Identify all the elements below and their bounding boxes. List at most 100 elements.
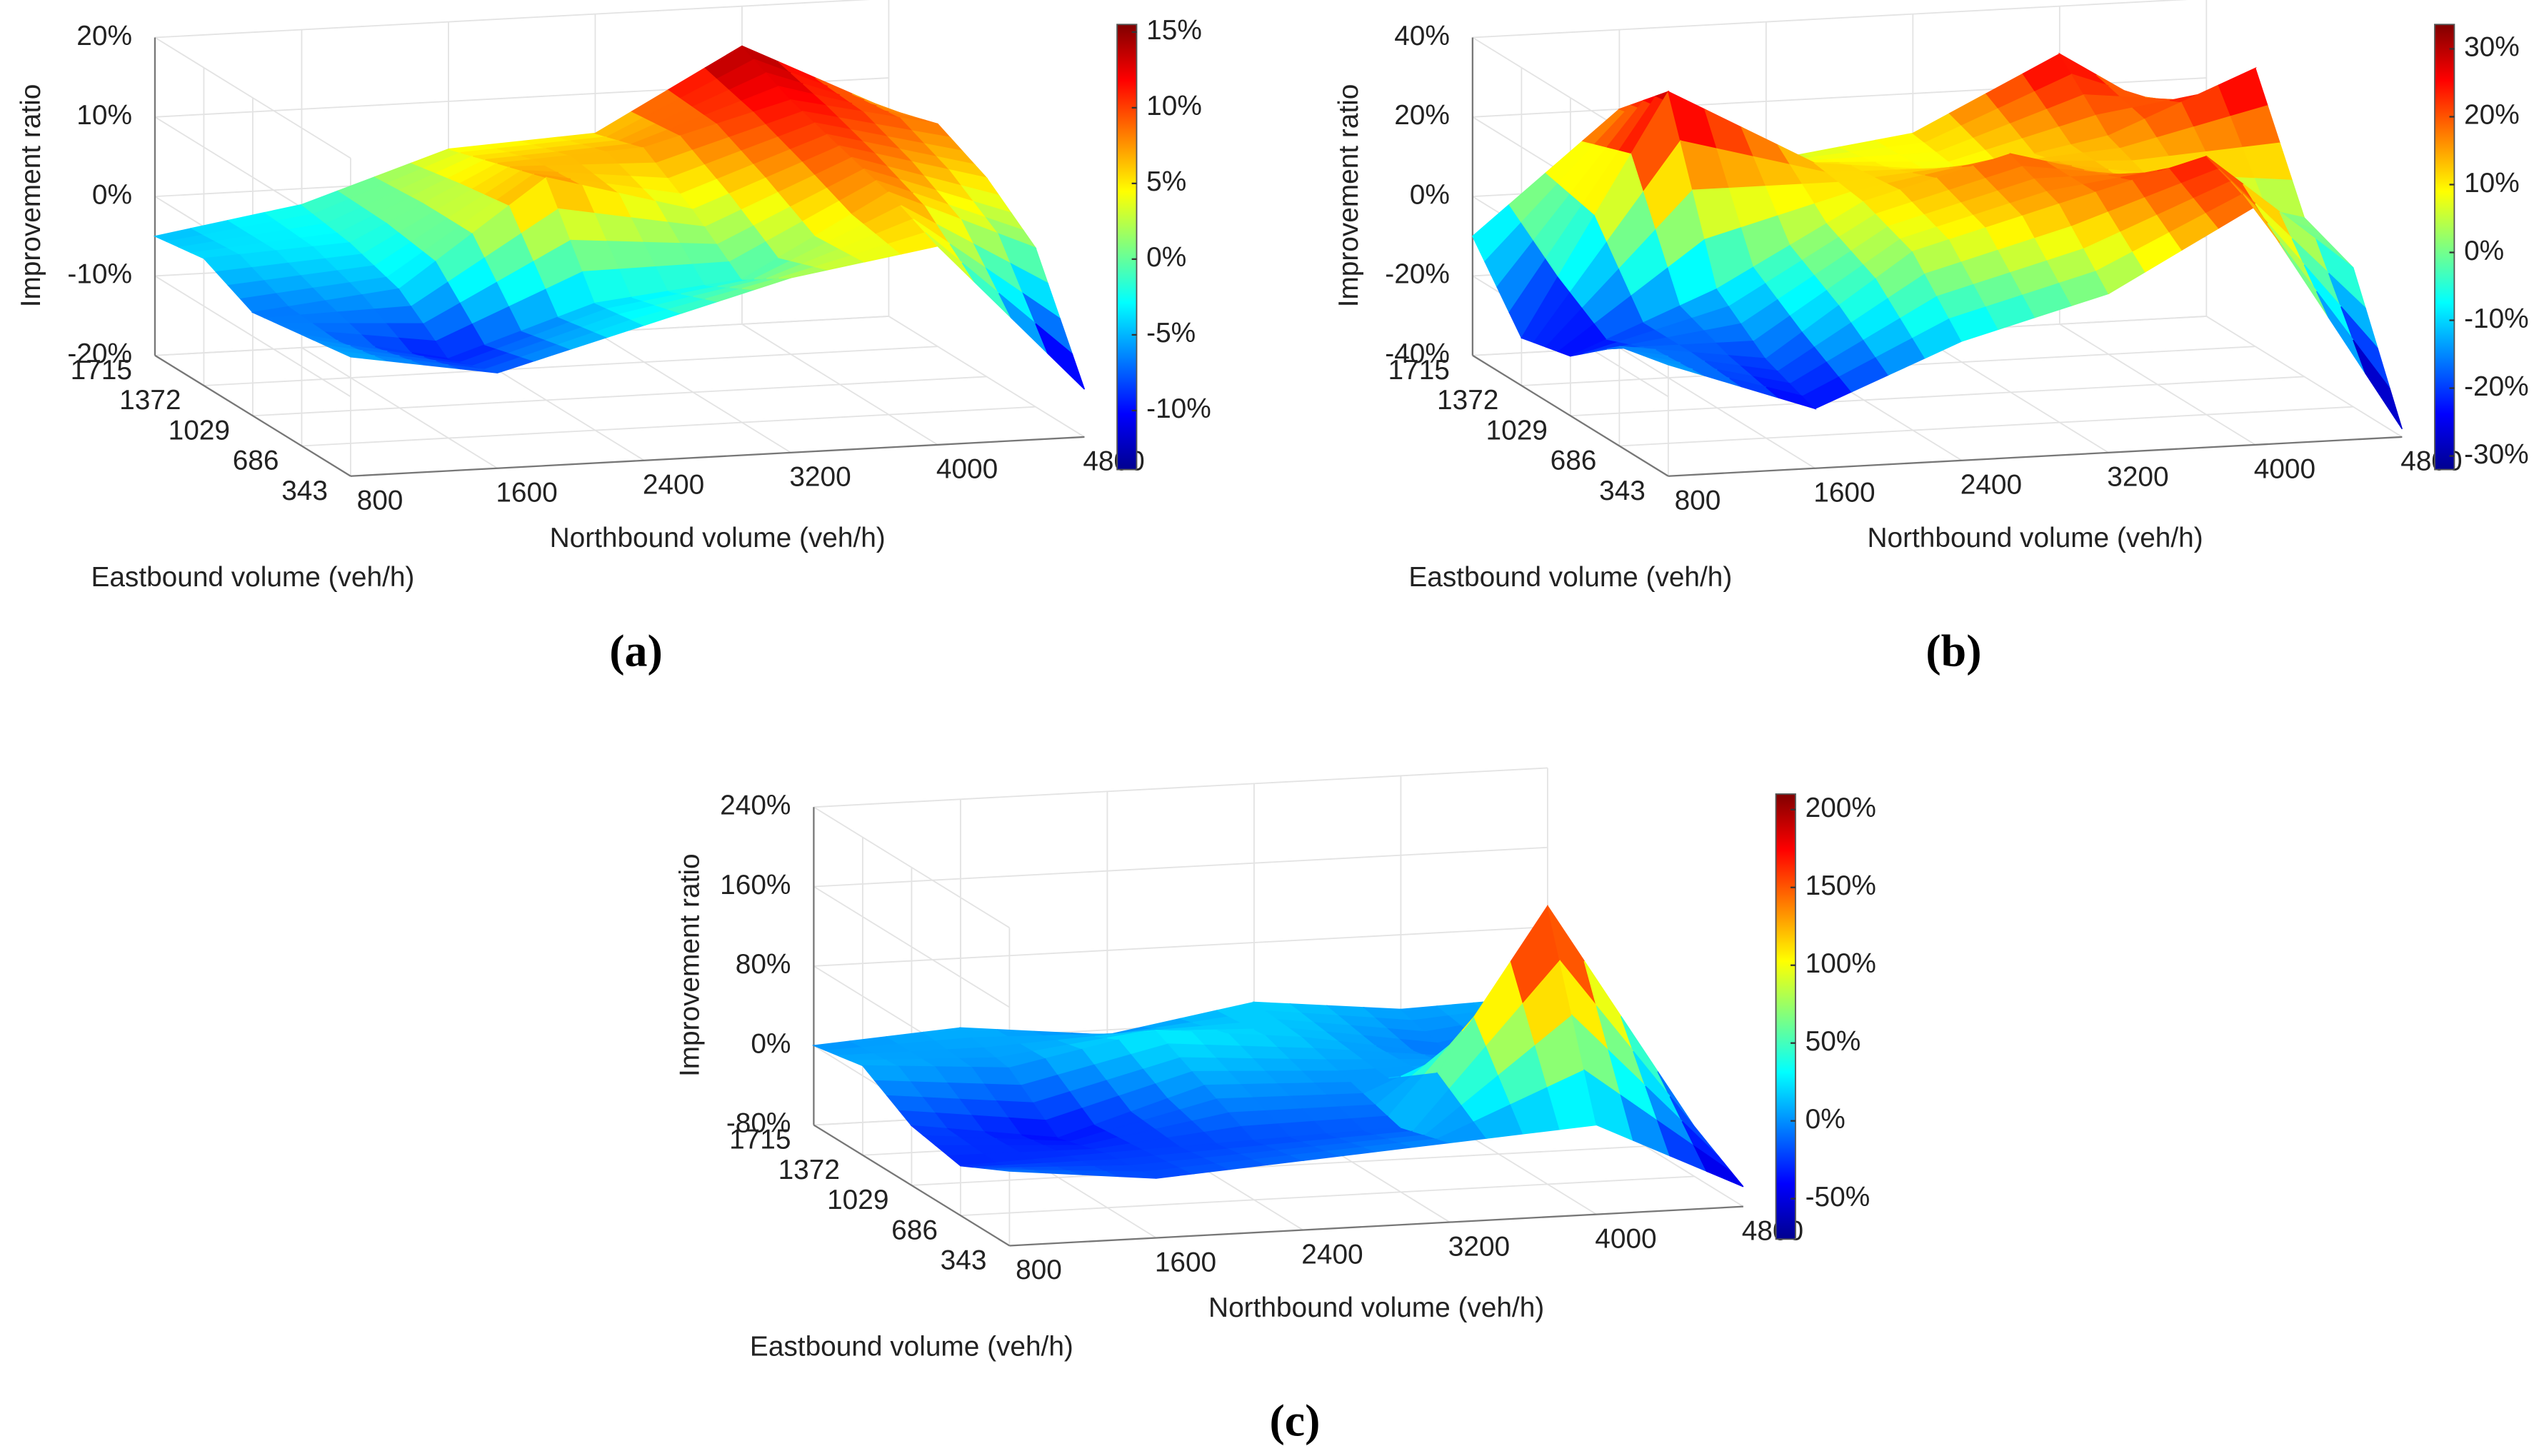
grid-line [301, 406, 1036, 447]
grid-line [1472, 0, 2188, 39]
grid-line [1619, 406, 2353, 447]
x-tick-label: 4000 [2254, 454, 2315, 485]
axis-line [1668, 436, 2403, 477]
colorbar-tick-label: 5% [1146, 166, 1186, 197]
y-tick-label: 686 [891, 1215, 938, 1245]
x-tick-label: 2400 [1301, 1239, 1363, 1270]
z-axis-label: Improvement ratio [1333, 84, 1364, 308]
colorbar-tick-label: 100% [1806, 948, 1876, 979]
x-tick-label: 3200 [2107, 462, 2168, 493]
x-tick-label: 1600 [1155, 1247, 1216, 1277]
y-axis-label: Eastbound volume (veh/h) [91, 562, 414, 593]
x-axis-label: Northbound volume (veh/h) [1868, 523, 2203, 553]
y-tick-label: 1029 [169, 415, 230, 446]
colorbar-tick-label: -10% [1146, 393, 1211, 424]
x-tick-label: 800 [1675, 486, 1721, 516]
grid-line [1570, 376, 2305, 417]
grid-line [911, 1145, 1646, 1186]
x-tick-label: 800 [357, 486, 404, 516]
y-axis-label: Eastbound volume (veh/h) [1408, 562, 1732, 593]
x-tick-label: 1600 [1813, 478, 1875, 508]
y-tick-label: 1372 [1437, 385, 1498, 416]
axis-line [1009, 1205, 1743, 1247]
colorbar-tick-label: 10% [1146, 91, 1202, 121]
z-tick-label: -20% [67, 338, 132, 369]
x-tick-label: 1600 [496, 478, 557, 508]
x-tick-label: 4000 [1595, 1223, 1656, 1254]
colorbar-tick-label: -10% [2464, 303, 2529, 334]
y-tick-label: 343 [941, 1245, 987, 1276]
surface-patch [1693, 1145, 1744, 1188]
colorbar-tick-label: 20% [2464, 100, 2520, 131]
grid-line [252, 376, 987, 417]
x-tick-label: 4000 [936, 454, 998, 485]
z-tick-label: 0% [751, 1028, 791, 1059]
y-tick-label: 1372 [778, 1155, 840, 1185]
colorbar [1775, 793, 1796, 1240]
panel-label: (c) [1269, 1395, 1320, 1445]
colorbar [2434, 24, 2455, 471]
grid-line [204, 346, 938, 386]
colorbar-tick-label: -50% [1806, 1182, 1871, 1213]
colorbar-tick-label: 15% [1146, 15, 1202, 46]
grid-line [154, 36, 351, 159]
z-tick-label: 20% [1394, 100, 1450, 131]
colorbar-tick-label: 50% [1806, 1026, 1861, 1057]
axis-line [813, 1124, 1010, 1247]
x-tick-label: 800 [1016, 1255, 1062, 1285]
y-tick-label: 1715 [1388, 355, 1450, 386]
z-tick-label: -20% [1385, 259, 1450, 290]
y-tick-label: 1715 [729, 1125, 791, 1155]
y-tick-label: 1029 [827, 1185, 888, 1215]
y-tick-label: 1029 [1486, 415, 1548, 446]
z-tick-label: 10% [76, 100, 132, 131]
z-tick-label: 80% [736, 949, 791, 980]
axis-line [350, 436, 1085, 477]
y-tick-label: 1372 [119, 385, 181, 416]
z-tick-label: 0% [1410, 179, 1450, 210]
surface-patch [1035, 323, 1086, 390]
x-tick-label: 2400 [643, 470, 704, 501]
colorbar-tick-label: 30% [2464, 32, 2520, 63]
z-axis-label: Improvement ratio [16, 84, 46, 308]
axis-line [154, 354, 351, 477]
grid-line [154, 0, 871, 39]
y-tick-label: 343 [1599, 476, 1646, 506]
z-axis-label: Improvement ratio [674, 853, 705, 1077]
colorbar-tick-label: 0% [1806, 1104, 1846, 1135]
z-tick-label: 20% [76, 21, 132, 51]
y-axis-label: Eastbound volume (veh/h) [750, 1332, 1073, 1362]
y-tick-label: 686 [1551, 446, 1597, 476]
grid-line [813, 806, 1010, 928]
z-tick-label: -40% [1385, 338, 1450, 369]
colorbar-tick-label: 10% [2464, 168, 2520, 199]
panel: 800 1600 2400 3200 4000 480034368610291372171… [16, 0, 1211, 676]
panel: 800 1600 2400 3200 4000 480034368610291372171… [674, 767, 1876, 1445]
colorbar-tick-label: 0% [1146, 242, 1186, 273]
colorbar-tick-label: 200% [1806, 793, 1876, 823]
z-tick-label: 240% [720, 790, 791, 820]
surface-patch [2353, 339, 2403, 430]
colorbar-tick-label: -30% [2464, 439, 2529, 470]
panel-label: (b) [1925, 626, 1981, 676]
colorbar-tick-label: -20% [2464, 371, 2529, 402]
x-axis-label: Northbound volume (veh/h) [1208, 1292, 1544, 1323]
panel-label: (a) [609, 626, 663, 676]
y-tick-label: 686 [233, 446, 279, 476]
colorbar-tick-label: 0% [2464, 236, 2504, 266]
grid-line [813, 885, 1010, 1008]
z-tick-label: -10% [67, 259, 132, 290]
colorbar [1116, 24, 1138, 471]
grid-line [813, 767, 1548, 808]
colorbar-tick-label: -5% [1146, 318, 1196, 348]
y-tick-label: 1715 [71, 355, 132, 386]
x-tick-label: 3200 [1448, 1231, 1510, 1262]
colorbar-tick-label: 150% [1806, 870, 1876, 901]
x-tick-label: 3200 [789, 462, 851, 493]
panel: 800 1600 2400 3200 4000 480034368610291372171… [1333, 0, 2529, 676]
grid-line [813, 926, 1548, 967]
x-tick-label: 2400 [1960, 470, 2022, 501]
grid-line [960, 1175, 1695, 1217]
